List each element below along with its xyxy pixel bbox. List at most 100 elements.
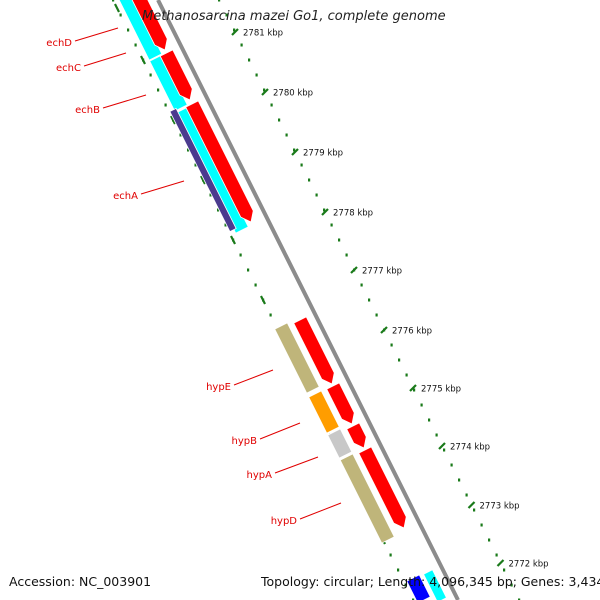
guide-major-mark	[140, 55, 146, 65]
gene-label-hypB: hypB	[232, 436, 258, 447]
guide-major-mark	[200, 175, 206, 185]
label-leader-hypD	[299, 502, 342, 520]
guide-dot	[134, 43, 137, 47]
scale-ticks: 2781 kbp 2780 kbp 2779 kbp 2778 kbp 2777 kbp…	[231, 28, 549, 570]
cds-arrow-echD	[131, 0, 168, 51]
gene-label-echA: echA	[113, 191, 138, 202]
scale-tick	[291, 148, 299, 156]
scale-tick	[496, 559, 505, 567]
feature-box-hypB	[308, 390, 340, 434]
scale-dot	[488, 538, 491, 542]
label-leader-hypE	[233, 369, 274, 386]
scale-tick-label: 2777 kbp	[362, 267, 402, 277]
guide-dot	[157, 88, 160, 92]
cds-arrow-hypB	[326, 382, 355, 425]
feature-track	[118, 0, 448, 600]
feature-box-hypE	[274, 322, 320, 394]
scale-tick	[409, 384, 417, 392]
scale-dot	[233, 28, 236, 32]
gene-label-hypA: hypA	[247, 470, 273, 481]
cds-arrow-hypE	[293, 316, 335, 385]
guide-dot	[239, 253, 242, 257]
feature-box-hypD	[339, 453, 395, 544]
gene-label-echD: echD	[46, 38, 72, 49]
scale-tick-label: 2774 kbp	[450, 443, 490, 453]
scale-dot	[300, 163, 303, 167]
guide-dot	[389, 553, 392, 557]
scale-dot	[428, 418, 431, 422]
scale-dot	[278, 118, 281, 122]
gene-label-echC: echC	[56, 63, 81, 74]
scale-tick	[321, 208, 329, 216]
guide-dot	[269, 313, 272, 317]
scale-dot	[480, 523, 483, 527]
cds-arrow-hypA	[346, 422, 367, 449]
scale-tick-label: 2772 kbp	[509, 560, 549, 570]
guide-dot	[247, 268, 250, 272]
cds-arrow-track	[131, 0, 407, 529]
scale-dot	[413, 388, 416, 392]
gene-labels: echD echC echB echA hypE hypB hypA hypD	[46, 27, 342, 527]
scale-tick	[231, 28, 239, 36]
guide-dot	[149, 73, 152, 77]
scale-dot	[390, 343, 393, 347]
scale-dot	[503, 568, 506, 572]
guide-dot	[119, 13, 122, 17]
scale-dot	[473, 508, 476, 512]
scale-dot	[270, 103, 273, 107]
guide-major-mark	[260, 295, 266, 305]
genome-backbone	[156, 0, 460, 600]
feature-box-echB-upper	[175, 106, 249, 234]
scale-dot	[315, 193, 318, 197]
scale-dot	[458, 478, 461, 482]
guide-dot	[127, 28, 130, 32]
gene-label-hypD: hypD	[271, 516, 298, 527]
label-leader-echA	[140, 180, 185, 195]
guide-dot	[397, 568, 400, 572]
scale-tick-label: 2773 kbp	[480, 502, 520, 512]
guide-dot	[112, 0, 115, 2]
scale-tick	[438, 442, 446, 450]
guide-dot	[224, 223, 227, 227]
gene-label-echB: echB	[75, 105, 100, 116]
guide-dot	[194, 163, 197, 167]
scale-dot	[330, 223, 333, 227]
guide-dot	[179, 133, 182, 137]
scale-tick-label: 2780 kbp	[273, 89, 313, 99]
scale-dot	[255, 73, 258, 77]
guide-major-mark	[230, 235, 236, 245]
scale-dot	[465, 493, 468, 497]
scale-tick-label: 2779 kbp	[303, 149, 343, 159]
scale-dot	[285, 133, 288, 137]
scale-dot	[435, 433, 438, 437]
guide-dot	[412, 598, 415, 600]
cds-arrow-echC	[159, 49, 193, 101]
scale-tick	[350, 266, 358, 274]
genome-summary-text: Topology: circular; Length: 4,096,345 bp…	[261, 574, 600, 589]
scale-dot	[398, 358, 401, 362]
scale-tick-label: 2778 kbp	[333, 209, 373, 219]
gene-label-hypE: hypE	[206, 382, 231, 393]
feature-box-echA	[169, 107, 237, 233]
scale-tick	[467, 501, 476, 509]
scale-dot	[345, 253, 348, 257]
scale-dot	[293, 148, 296, 152]
label-leader-echB	[102, 94, 147, 109]
scale-dot	[360, 283, 363, 287]
scale-dot	[518, 598, 521, 600]
scale-dot	[225, 13, 228, 17]
guide-major-mark	[170, 115, 176, 125]
scale-dot	[240, 43, 243, 47]
scale-tick-label: 2781 kbp	[243, 29, 283, 39]
label-leader-hypA	[274, 456, 319, 474]
scale-dot	[450, 463, 453, 467]
guide-dot	[254, 283, 257, 287]
scale-dot	[443, 448, 446, 452]
scale-dot	[248, 58, 251, 62]
scale-tick	[380, 326, 388, 334]
outer-dotted-scale	[218, 0, 521, 600]
scale-tick	[261, 88, 269, 96]
scale-dot	[368, 298, 371, 302]
guide-major-mark	[114, 3, 120, 13]
